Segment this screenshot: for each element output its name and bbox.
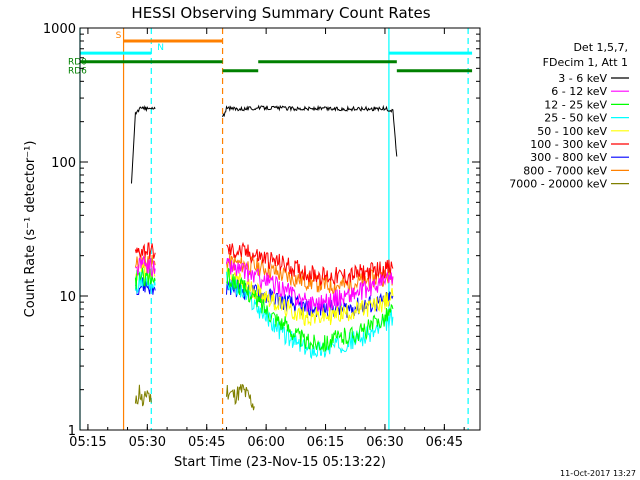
series-line-8-seg-1 — [226, 383, 255, 411]
legend-label-8: 7000 - 20000 keV — [509, 178, 607, 191]
chart-title: HESSI Observing Summary Count Rates — [131, 4, 430, 22]
flag-label-rd0: RD0 — [68, 58, 87, 68]
y-tick-label-2: 100 — [51, 156, 76, 171]
plot-frame — [79, 27, 481, 431]
legend-label-0: 3 - 6 keV — [558, 72, 607, 85]
legend-header-0: Det 1,5,7, — [573, 41, 628, 54]
x-tick-label-0: 05:15 — [69, 435, 106, 450]
footer-timestamp: 11-Oct-2017 13:27 — [560, 469, 636, 478]
series-line-7-seg-1 — [226, 253, 394, 295]
series-line-3-seg-1 — [226, 271, 394, 360]
legend-label-7: 800 - 7000 keV — [523, 164, 607, 177]
series-line-0-seg-1 — [222, 104, 398, 157]
x-tick-label-3: 06:00 — [247, 435, 284, 450]
series-line-2-seg-1 — [226, 267, 394, 352]
series-line-5-seg-0 — [134, 242, 156, 260]
x-axis-title: Start Time (23-Nov-15 05:13:22) — [174, 455, 386, 470]
series-line-8-seg-0 — [134, 384, 152, 407]
legend-label-5: 100 - 300 keV — [530, 138, 607, 151]
legend-label-1: 6 - 12 keV — [551, 85, 607, 98]
y-tick-label-1: 10 — [59, 290, 76, 305]
flag-label-s: S — [116, 31, 122, 41]
series-line-1-seg-1 — [226, 257, 394, 312]
legend-label-4: 50 - 100 keV — [537, 125, 607, 138]
series-line-1-seg-0 — [135, 255, 156, 278]
y-tick-label-3: 1000 — [43, 22, 76, 37]
x-tick-label-1: 05:30 — [129, 435, 166, 450]
y-tick-label-0: 1 — [68, 424, 76, 439]
flag-label-n: N — [157, 43, 164, 53]
x-tick-label-6: 06:45 — [426, 435, 463, 450]
legend-label-6: 300 - 800 keV — [530, 151, 607, 164]
series-line-5-seg-1 — [226, 241, 394, 287]
x-tick-label-5: 06:30 — [366, 435, 403, 450]
series-line-0-seg-0 — [131, 105, 156, 184]
legend-label-3: 25 - 50 keV — [544, 112, 607, 125]
axis-ticks: 05:15 05:30 05:45 06:00 06:15 06:30 06:45 1 10 10… — [43, 22, 480, 450]
legend-label-2: 12 - 25 keV — [544, 98, 607, 111]
legend-header-1: FDecim 1, Att 1 — [543, 56, 628, 69]
x-tick-label-4: 06:15 — [307, 435, 344, 450]
x-tick-label-2: 05:45 — [188, 435, 225, 450]
y-axis-title: Count Rate (s⁻¹ detector⁻¹) — [23, 141, 38, 318]
flag-label-rd6: RD6 — [68, 67, 87, 77]
